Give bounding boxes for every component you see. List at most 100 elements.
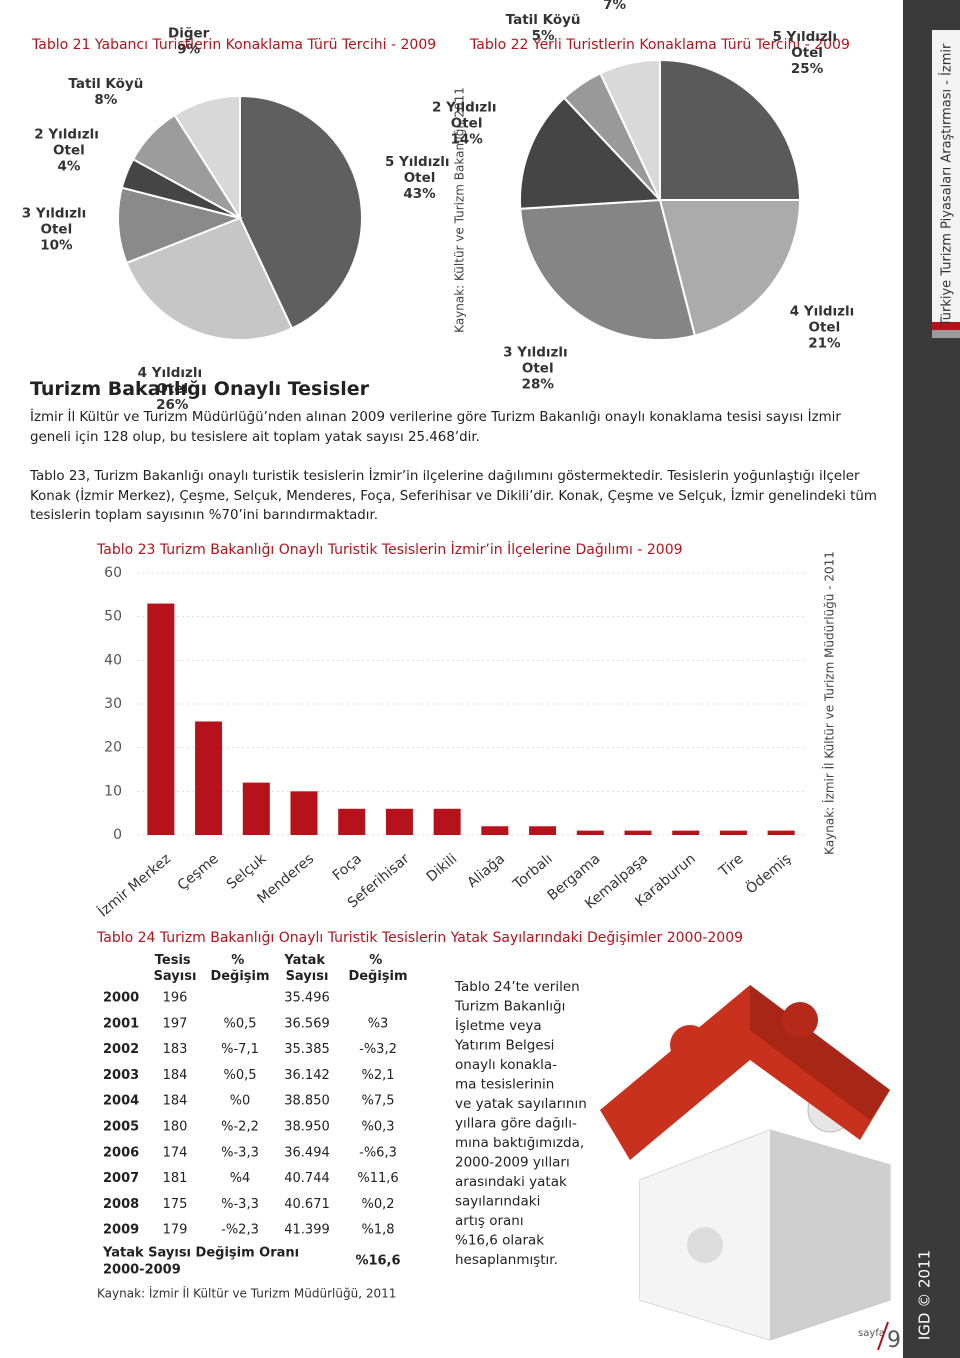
row-year: 2005 (103, 1120, 139, 1135)
x-tick-label: İzmir Merkez (94, 849, 174, 920)
bar (195, 721, 223, 835)
source: Kaynak: İzmir İl Kültür ve Turizm Müdürl… (822, 551, 837, 855)
paragraph: İzmir İl Kültür ve Turizm Müdürlüğü’nden… (30, 410, 841, 445)
slice-label: 2 Yıldızlı Otel (432, 99, 501, 131)
slice-value: 25% (791, 61, 824, 77)
table-source: Kaynak: İzmir İl Kültür ve Turizm Müdürl… (97, 1286, 396, 1301)
table-cell: 38.950 (284, 1120, 330, 1135)
sidebar-stripe (932, 322, 960, 330)
table-cell: %4 (230, 1171, 251, 1186)
slice-value: 14% (450, 131, 483, 147)
pie-slice (173, 94, 241, 222)
table-cell: 196 (163, 991, 188, 1006)
table-cell: 184 (163, 1094, 188, 1109)
table-cell: %0,5 (223, 1016, 256, 1031)
x-tick-label: Aliağa (464, 851, 508, 891)
table-cell: 175 (163, 1197, 188, 1212)
table-cell: 174 (163, 1145, 188, 1160)
page-label: sayfa (858, 1328, 885, 1339)
pie-slice (125, 216, 294, 341)
slice-value: 10% (40, 238, 73, 254)
row-year: 2007 (103, 1171, 139, 1186)
table-cell: 179 (163, 1223, 188, 1238)
x-tick-label: Dikili (424, 851, 461, 885)
table-cell: 35.496 (284, 991, 330, 1006)
bar (672, 830, 700, 835)
sidebar-box (932, 30, 960, 322)
slice-value: 21% (808, 335, 841, 351)
table-cell: %-7,1 (221, 1042, 259, 1057)
slice-label: Tatil Köyü (506, 12, 581, 28)
column-header: % Değişim (348, 953, 407, 984)
table-cell: %0,2 (361, 1197, 394, 1212)
side-text-line: artış oranı (455, 1213, 524, 1229)
table-cell: 180 (163, 1120, 188, 1135)
table-cell: 36.494 (284, 1145, 330, 1160)
table-cell: -%3,2 (359, 1042, 397, 1057)
bar (147, 603, 175, 835)
column-header: Yatak Sayısı (283, 953, 329, 984)
slice-value: 43% (403, 186, 436, 202)
table-cell: 40.671 (284, 1197, 330, 1212)
slice-value: 9% (177, 41, 200, 57)
bar (433, 808, 461, 835)
x-tick-label: Tire (716, 851, 747, 881)
pie-slice (519, 198, 697, 341)
side-text-line: %16,6 olarak (455, 1233, 544, 1249)
summary-label: Yatak Sayısı Değişim Oranı 2000-2009 (102, 1245, 304, 1277)
row-year: 2000 (103, 991, 139, 1006)
puzzle-illustration (600, 985, 891, 1341)
table-cell: 36.142 (284, 1068, 330, 1083)
y-tick-label: 0 (113, 827, 122, 843)
row-year: 2004 (103, 1094, 139, 1109)
y-tick-label: 60 (104, 565, 122, 581)
row-year: 2001 (103, 1016, 139, 1031)
section-heading: Turizm Bakanlığı Onaylı Tesisler (30, 378, 369, 400)
column-header: % Değişim (210, 953, 269, 984)
pie-slice (658, 199, 802, 337)
y-tick-label: 40 (104, 652, 122, 668)
table-cell: %-2,2 (221, 1120, 259, 1135)
side-text-line: Tablo 24’te verilen (454, 979, 580, 995)
table-cell: %0,3 (361, 1120, 394, 1135)
chart-title: Tablo 23 Turizm Bakanlığı Onaylı Turisti… (96, 540, 683, 558)
table-cell: %-3,3 (221, 1145, 259, 1160)
y-tick-label: 50 (104, 609, 122, 625)
x-tick-label: Foça (330, 851, 365, 884)
slice-value: 4% (57, 158, 80, 174)
slice-label: Diğer (168, 25, 210, 41)
side-text-line: sayılarındaki (455, 1194, 540, 1210)
row-year: 2008 (103, 1197, 139, 1212)
pie-slice (117, 186, 244, 265)
paragraph: Tablo 23, Turizm Bakanlığı onaylı turist… (30, 469, 877, 523)
slice-label: 2 Yıldızlı Otel (34, 126, 103, 158)
side-text-line: mına baktığımızda, (455, 1135, 584, 1151)
column-header: Tesis Sayısı (154, 953, 197, 984)
sidebar-stripe (932, 330, 960, 338)
table-cell: 197 (163, 1016, 188, 1031)
table-cell: %3 (368, 1016, 389, 1031)
table-cell: 40.744 (284, 1171, 330, 1186)
pie-slice (239, 94, 363, 330)
slice-label: 3 Yıldızlı Otel (22, 206, 91, 238)
bar (242, 782, 270, 835)
bar (529, 826, 557, 835)
table-cell: 41.399 (284, 1223, 330, 1238)
slice-label: Tatil Köyü (68, 76, 143, 92)
side-text-line: arasındaki yatak (455, 1174, 567, 1190)
bar (338, 808, 366, 835)
slice-value: 26% (156, 397, 189, 413)
row-year: 2002 (103, 1042, 139, 1057)
bar (719, 830, 747, 835)
x-tick-label: Çeşme (175, 851, 222, 894)
bar (624, 830, 652, 835)
slice-value: 5% (532, 28, 555, 44)
row-year: 2006 (103, 1145, 139, 1160)
bar (481, 826, 509, 835)
pie-slice (599, 58, 661, 201)
slice-label: 5 Yıldızlı Otel (385, 154, 454, 186)
row-year: 2009 (103, 1223, 139, 1238)
side-text-line: İşletme veya (455, 1016, 542, 1034)
table-cell: 35.385 (284, 1042, 330, 1057)
